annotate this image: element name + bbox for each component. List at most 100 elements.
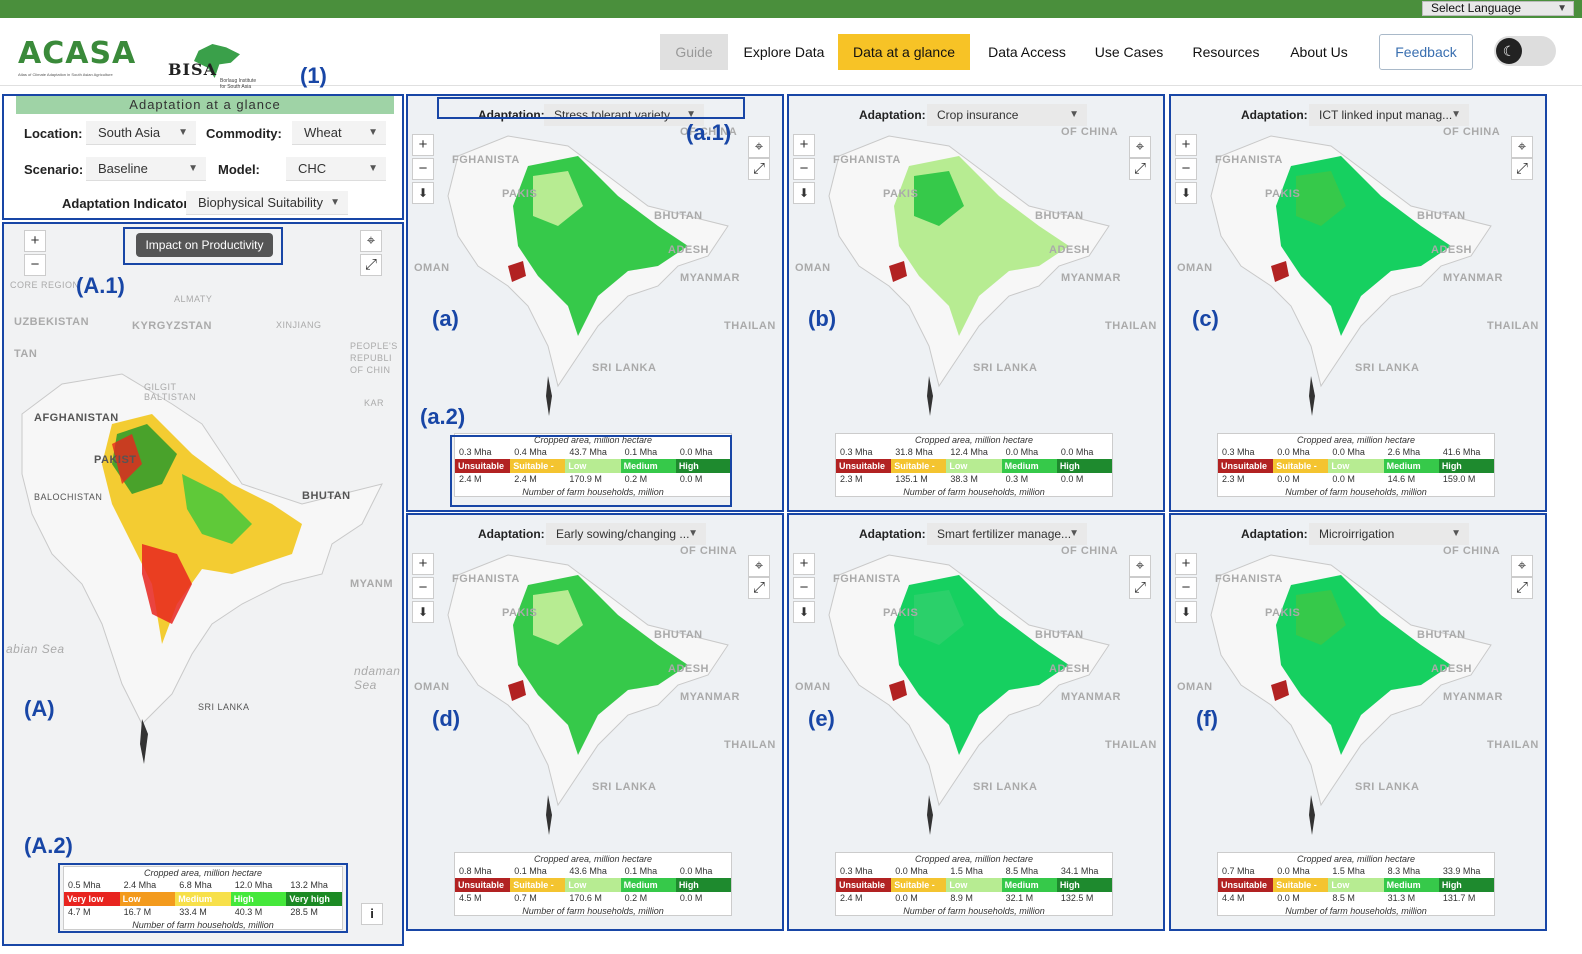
nav-about-us[interactable]: About Us [1290, 44, 1348, 60]
nav-explore-data[interactable]: Explore Data [743, 44, 825, 60]
panel-map-islands [546, 795, 552, 835]
annotation-a2: (a.2) [420, 404, 466, 429]
adaptation-select[interactable]: Crop insurance ▼ [927, 104, 1087, 126]
zoom-in-button[interactable]: + [1175, 134, 1197, 156]
adaptation-map-panel[interactable]: FGHANISTA PAKIS BHUTAN ADESH OMAN MYANMAR THAI… [1171, 96, 1545, 510]
legend-area-value: 0.1 Mha [624, 866, 658, 876]
zoom-in-button[interactable]: + [412, 553, 434, 575]
acasa-logo[interactable]: ACASA [18, 36, 137, 71]
adaptation-map-panel[interactable]: FGHANISTA PAKIS BHUTAN ADESH OMAN MYANMAR THAI… [408, 515, 782, 929]
adaptation-value: Early sowing/changing ... [556, 527, 690, 541]
panel-legend: Cropped area, million hectare 0.8 Mha 0.1… [454, 852, 732, 916]
panel-map-place: PAKIS [883, 607, 919, 619]
legend-area-value: 8.3 Mha [1387, 866, 1421, 876]
panel-map-place: THAILAN [1487, 320, 1539, 332]
model-select[interactable]: CHC ▼ [286, 157, 386, 181]
adaptation-label: Adaptation: [859, 527, 926, 541]
nav-data-at-a-glance[interactable]: Data at a glance [838, 34, 970, 70]
chevron-down-icon: ▼ [688, 528, 698, 539]
feedback-button[interactable]: Feedback [1379, 34, 1473, 70]
legend-title: Cropped area, million hectare [914, 854, 1034, 864]
scenario-select[interactable]: Baseline ▼ [86, 157, 206, 181]
legend-class: Suitable - [1273, 459, 1329, 473]
location-label: Location: [24, 126, 83, 141]
download-icon[interactable]: ⬇ [1175, 601, 1197, 623]
panel-map-place: THAILAN [1487, 739, 1539, 751]
location-select[interactable]: South Asia ▼ [86, 121, 196, 145]
theme-toggle[interactable]: ☾ [1494, 36, 1556, 66]
panel-map-svg [1210, 135, 1492, 416]
zoom-in-button[interactable]: + [412, 134, 434, 156]
zoom-out-button[interactable]: − [1175, 158, 1197, 180]
adaptation-map-panel[interactable]: FGHANISTA PAKIS BHUTAN ADESH OMAN MYANMAR THAI… [789, 96, 1163, 510]
info-button[interactable]: i [361, 903, 383, 925]
impact-on-productivity-button[interactable]: Impact on Productivity [136, 233, 273, 257]
download-icon[interactable]: ⬇ [793, 182, 815, 204]
panel-map-place: FGHANISTA [833, 154, 901, 166]
locate-icon[interactable]: ⌖ [360, 230, 382, 252]
locate-icon[interactable]: ⌖ [1129, 555, 1151, 577]
fullscreen-icon[interactable]: ⤢ [748, 158, 770, 180]
zoom-out-button[interactable]: − [24, 254, 46, 276]
zoom-out-button[interactable]: − [412, 577, 434, 599]
legend-footer: Number of farm households, million [1285, 906, 1427, 916]
nav-use-cases[interactable]: Use Cases [1094, 44, 1164, 60]
adaptation-map-panel[interactable]: FGHANISTA PAKIS BHUTAN ADESH OMAN MYANMAR THAI… [1171, 515, 1545, 929]
main-map[interactable]: CORE REGION ALMATY UZBEKISTAN KYRGYZSTAN… [2, 224, 404, 946]
locate-icon[interactable]: ⌖ [748, 136, 770, 158]
locate-icon[interactable]: ⌖ [1129, 136, 1151, 158]
adaptation-map-panel[interactable]: FGHANISTA PAKIS BHUTAN ADESH OMAN MYANMAR THAI… [408, 96, 782, 510]
legend-class-high: High [230, 892, 287, 906]
language-select[interactable]: Select Language ▼ [1422, 1, 1574, 16]
download-icon[interactable]: ⬇ [1175, 182, 1197, 204]
panel-map-zone-2 [914, 590, 964, 645]
legend-household-value: 28.5 M [290, 907, 318, 917]
legend-title: Cropped area, million hectare [143, 868, 263, 878]
fullscreen-icon[interactable]: ⤢ [1129, 158, 1151, 180]
locate-icon[interactable]: ⌖ [1511, 555, 1533, 577]
fullscreen-icon[interactable]: ⤢ [360, 254, 382, 276]
legend-household-value: 135.1 M [895, 474, 928, 484]
legend-class: Suitable - [1273, 878, 1329, 892]
panel-map-place: MYANMAR [680, 691, 740, 703]
panel-map-place: BHUTAN [654, 629, 703, 641]
adaptation-select[interactable]: Smart fertilizer manage... ▼ [927, 523, 1087, 545]
adaptation-select[interactable]: Early sowing/changing ... ▼ [546, 523, 706, 545]
nav-guide[interactable]: Guide [660, 34, 728, 70]
zoom-in-button[interactable]: + [793, 134, 815, 156]
download-icon[interactable]: ⬇ [412, 601, 434, 623]
adaptation-select[interactable]: Microirrigation ▼ [1309, 523, 1469, 545]
download-icon[interactable]: ⬇ [793, 601, 815, 623]
locate-icon[interactable]: ⌖ [748, 555, 770, 577]
zoom-in-button[interactable]: + [24, 230, 46, 252]
zoom-out-button[interactable]: − [793, 577, 815, 599]
download-icon[interactable]: ⬇ [412, 182, 434, 204]
zoom-in-button[interactable]: + [793, 553, 815, 575]
model-value: CHC [298, 161, 327, 176]
legend-class: Unsuitable [1218, 878, 1274, 892]
panel-map-place: FGHANISTA [1215, 573, 1283, 585]
adaptation-map-panel[interactable]: FGHANISTA PAKIS BHUTAN ADESH OMAN MYANMAR THAI… [789, 515, 1163, 929]
nav-data-access[interactable]: Data Access [988, 44, 1066, 60]
zoom-in-button[interactable]: + [1175, 553, 1197, 575]
fullscreen-icon[interactable]: ⤢ [1129, 577, 1151, 599]
adaptation-label: Adaptation: [478, 527, 545, 541]
commodity-select[interactable]: Wheat ▼ [292, 121, 386, 145]
locate-icon[interactable]: ⌖ [1511, 136, 1533, 158]
legend-area-value: 0.3 Mha [459, 447, 492, 457]
model-label: Model: [218, 162, 260, 177]
fullscreen-icon[interactable]: ⤢ [1511, 158, 1533, 180]
bisa-logo[interactable]: BISA [168, 60, 217, 79]
zoom-out-button[interactable]: − [793, 158, 815, 180]
nav-resources[interactable]: Resources [1192, 44, 1260, 60]
main-map-outline [2, 222, 404, 946]
indicator-select[interactable]: Biophysical Suitability ▼ [186, 191, 348, 215]
adaptation-select[interactable]: ICT linked input manag... ▼ [1309, 104, 1469, 126]
zoom-out-button[interactable]: − [1175, 577, 1197, 599]
legend-class: Unsuitable [1218, 459, 1274, 473]
panel-map-place: SRI LANKA [1355, 781, 1420, 793]
zoom-out-button[interactable]: − [412, 158, 434, 180]
legend-class: Low [1328, 878, 1384, 892]
fullscreen-icon[interactable]: ⤢ [1511, 577, 1533, 599]
fullscreen-icon[interactable]: ⤢ [748, 577, 770, 599]
